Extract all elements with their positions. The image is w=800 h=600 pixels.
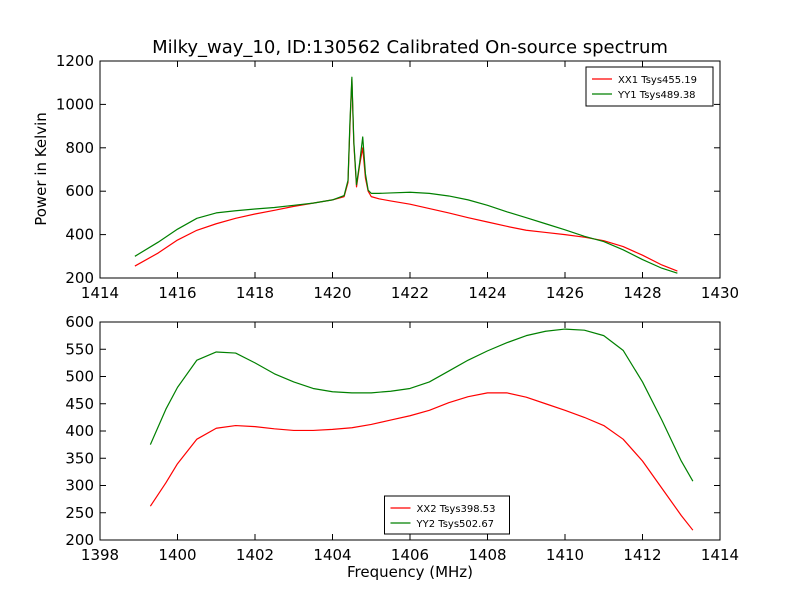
top-y-tick-label: 1000: [56, 95, 94, 113]
bottom-x-tick-label: 1408: [468, 546, 506, 564]
bottom-panel: 1398 1400 1402 1404 1406 1408 1410 1412 1414 200 2…: [65, 313, 739, 564]
bottom-y-tick-label: 250: [65, 504, 94, 522]
bottom-x-tick-label: 1414: [701, 546, 739, 564]
top-y-axis-label: Power in Kelvin: [32, 112, 50, 226]
bottom-y-tick-label: 200: [65, 531, 94, 549]
top-series-line-1: [134, 78, 678, 272]
bottom-y-tick-label: 400: [65, 422, 94, 440]
chart-title: Milky_way_10, ID:130562 Calibrated On-so…: [152, 37, 668, 58]
bottom-x-tick-label: 1406: [391, 546, 429, 564]
top-y-tick-label: 200: [65, 269, 94, 287]
top-legend: XX1 Tsys455.19 YY1 Tsys489.38: [585, 66, 714, 107]
top-x-tick-label: 1424: [468, 284, 506, 302]
bottom-y-tick-label: 550: [65, 340, 94, 358]
bottom-legend-box: [384, 495, 510, 535]
top-panel: 1414 1416 1418 1420 1422 1424 1426 1428 1430 200 4…: [56, 52, 739, 302]
bottom-y-tick-label: 300: [65, 477, 94, 495]
bottom-legend-label-1: XX2 Tsys398.53: [417, 504, 496, 515]
top-x-tick-label: 1426: [546, 284, 584, 302]
bottom-y-tick-label: 450: [65, 395, 94, 413]
top-legend-box: [585, 66, 714, 107]
top-legend-label-1: XX1 Tsys455.19: [618, 75, 697, 86]
top-y-tick-label: 600: [65, 182, 94, 200]
bottom-y-tick-label: 500: [65, 368, 94, 386]
top-x-tick-label: 1422: [391, 284, 429, 302]
top-series-line-2: [134, 76, 678, 274]
bottom-legend: XX2 Tsys398.53 YY2 Tsys502.67: [384, 495, 510, 535]
top-x-tick-label: 1416: [158, 284, 196, 302]
top-x-tick-label: 1430: [701, 284, 739, 302]
bottom-legend-label-2: YY2 Tsys502.67: [416, 519, 495, 530]
bottom-x-tick-label: 1410: [546, 546, 584, 564]
top-x-tick-label: 1428: [623, 284, 661, 302]
top-y-tick-label: 1200: [56, 52, 94, 70]
bottom-x-tick-label: 1400: [158, 546, 196, 564]
top-x-tick-label: 1420: [313, 284, 351, 302]
bottom-x-tick-label: 1402: [236, 546, 274, 564]
bottom-x-tick-label: 1404: [313, 546, 351, 564]
top-legend-label-2: YY1 Tsys489.38: [617, 90, 696, 101]
bottom-series-line-2: [149, 328, 694, 482]
bottom-x-tick-label: 1412: [623, 546, 661, 564]
bottom-y-tick-label: 600: [65, 313, 94, 331]
top-y-tick-label: 800: [65, 139, 94, 157]
bottom-x-tick-label: 1398: [81, 546, 119, 564]
top-x-tick-label: 1414: [81, 284, 119, 302]
top-y-tick-label: 400: [65, 226, 94, 244]
top-x-tick-label: 1418: [236, 284, 274, 302]
bottom-y-tick-label: 350: [65, 449, 94, 467]
bottom-x-axis-label: Frequency (MHz): [347, 563, 473, 581]
bottom-series-line-1: [149, 392, 694, 531]
